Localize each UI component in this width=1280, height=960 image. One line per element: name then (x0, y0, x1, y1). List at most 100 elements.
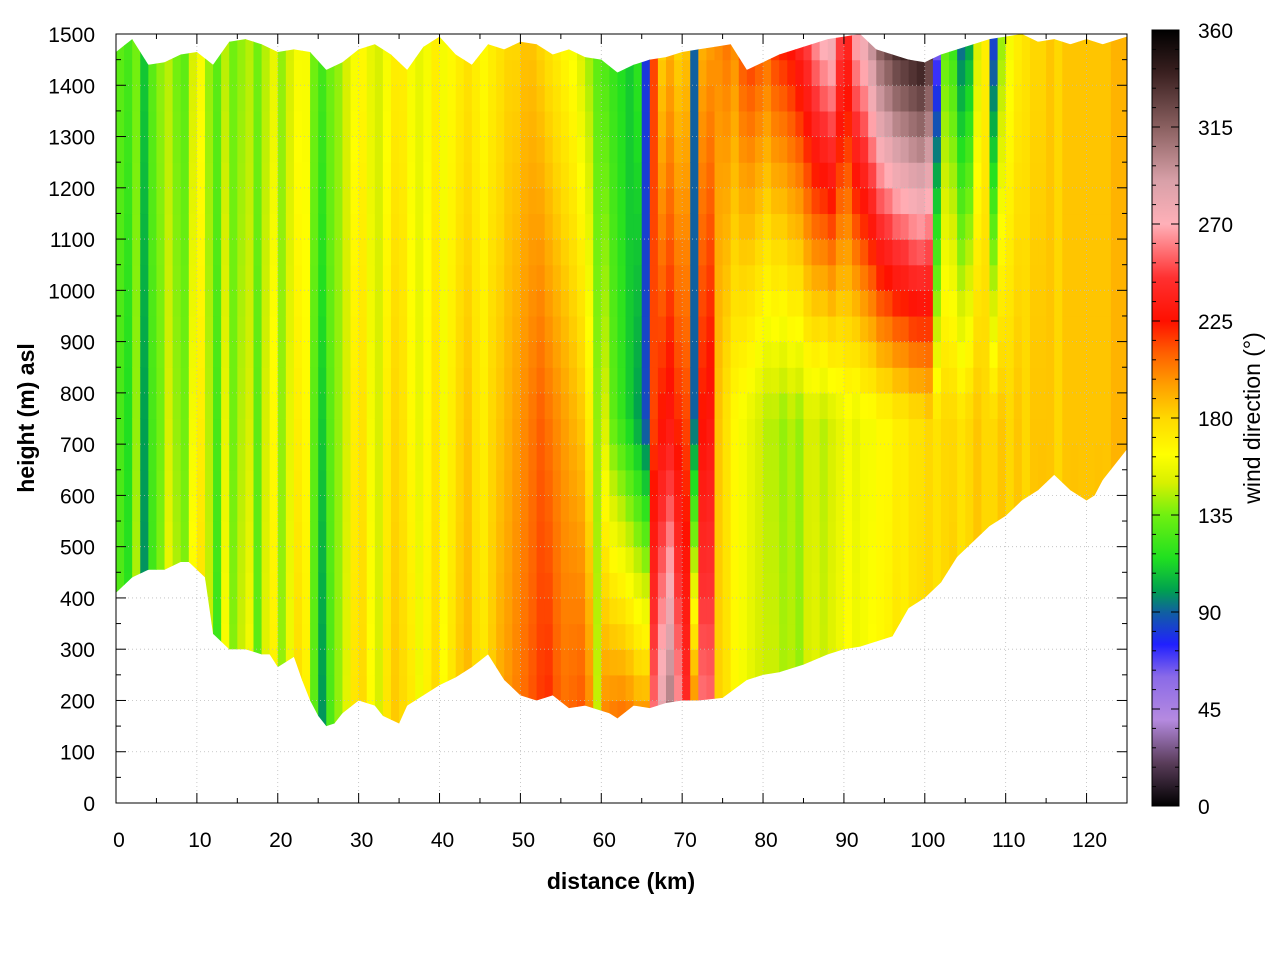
heatmap-cell (269, 546, 279, 573)
heatmap-cell (682, 59, 691, 86)
heatmap-cell (277, 495, 287, 522)
heatmap-cell (1102, 649, 1112, 676)
heatmap-cell (1086, 315, 1096, 343)
heatmap-cell (819, 623, 829, 650)
heatmap-cell (261, 623, 271, 650)
heatmap-cell (722, 649, 732, 676)
heatmap-cell (1046, 546, 1055, 573)
heatmap-cell (285, 110, 295, 138)
heatmap-cell (213, 752, 222, 778)
heatmap-cell (293, 521, 303, 548)
heatmap-cell (609, 777, 618, 803)
heatmap-cell (973, 85, 983, 112)
heatmap-cell (229, 290, 238, 317)
heatmap-cell (763, 521, 772, 548)
heatmap-cell (746, 623, 756, 650)
heatmap-cell (390, 213, 400, 240)
heatmap-cell (253, 136, 263, 163)
heatmap-cell (1029, 290, 1039, 317)
heatmap-cell (318, 290, 327, 317)
heatmap-cell (237, 572, 247, 599)
heatmap-cell (196, 674, 206, 702)
heatmap-cell (1021, 700, 1031, 727)
heatmap-cell (132, 572, 141, 599)
heatmap-cell (204, 623, 214, 650)
heatmap-cell (156, 187, 166, 215)
heatmap-cell (795, 495, 805, 522)
heatmap-cell (204, 59, 214, 86)
heatmap-cell (463, 264, 473, 291)
heatmap-cell (714, 521, 724, 548)
heatmap-cell (156, 546, 166, 573)
heatmap-cell (1046, 674, 1055, 702)
heatmap-cell (488, 34, 497, 61)
heatmap-cell (399, 495, 408, 522)
heatmap-cell (852, 367, 861, 394)
heatmap-cell (479, 85, 489, 112)
heatmap-cell (560, 239, 570, 266)
heatmap-cell (269, 649, 279, 676)
heatmap-cell (1021, 623, 1031, 650)
heatmap-cell (1029, 546, 1039, 573)
heatmap-cell (374, 597, 384, 625)
heatmap-cell (771, 110, 780, 138)
heatmap-cell (415, 162, 424, 189)
heatmap-cell (374, 290, 384, 317)
heatmap-cell (908, 59, 918, 86)
heatmap-cell (876, 418, 885, 445)
heatmap-cell (382, 418, 392, 445)
heatmap-cell (835, 187, 845, 215)
heatmap-cell (504, 572, 513, 599)
heatmap-cell (625, 213, 635, 240)
heatmap-cell (1021, 649, 1031, 676)
heatmap-cell (342, 726, 351, 752)
heatmap-cell (803, 239, 813, 266)
heatmap-cell (326, 597, 335, 625)
heatmap-cell (949, 34, 958, 61)
heatmap-cell (577, 418, 586, 445)
heatmap-cell (771, 469, 780, 496)
heatmap-cell (293, 546, 303, 573)
heatmap-cell (358, 444, 368, 471)
heatmap-cell (390, 264, 400, 291)
heatmap-cell (253, 597, 263, 625)
heatmap-cell (172, 187, 182, 215)
heatmap-cell (1062, 264, 1071, 291)
heatmap-cell (1021, 572, 1031, 599)
heatmap-cell (746, 213, 756, 240)
heatmap-cell (504, 752, 513, 778)
heatmap-cell (488, 136, 497, 163)
heatmap-cell (706, 726, 715, 752)
heatmap-cell (924, 572, 934, 599)
heatmap-cell (172, 674, 182, 702)
heatmap-cell (981, 341, 991, 368)
heatmap-cell (423, 674, 433, 702)
heatmap-cell (843, 239, 853, 266)
heatmap-cell (860, 572, 869, 599)
heatmap-cell (488, 597, 497, 625)
heatmap-cell (682, 444, 691, 471)
heatmap-cell (334, 623, 344, 650)
heatmap-cell (940, 392, 950, 420)
heatmap-cell (245, 495, 255, 522)
heatmap-cell (649, 418, 659, 445)
heatmap-cell (916, 521, 926, 548)
heatmap-cell (382, 162, 392, 189)
heatmap-cell (245, 444, 255, 471)
heatmap-cell (399, 264, 408, 291)
heatmap-cell (1094, 162, 1104, 189)
heatmap-cell (957, 521, 966, 548)
heatmap-cell (148, 34, 158, 61)
heatmap-cell (763, 418, 772, 445)
heatmap-cell (665, 110, 675, 138)
heatmap-cell (512, 59, 521, 86)
heatmap-cell (1102, 264, 1112, 291)
heatmap-cell (423, 162, 433, 189)
heatmap-cell (787, 546, 796, 573)
heatmap-cell (1029, 700, 1039, 727)
heatmap-cell (666, 777, 675, 803)
heatmap-cell (545, 726, 554, 752)
heatmap-cell (334, 213, 344, 240)
heatmap-cell (471, 700, 481, 727)
heatmap-cell (350, 315, 360, 343)
